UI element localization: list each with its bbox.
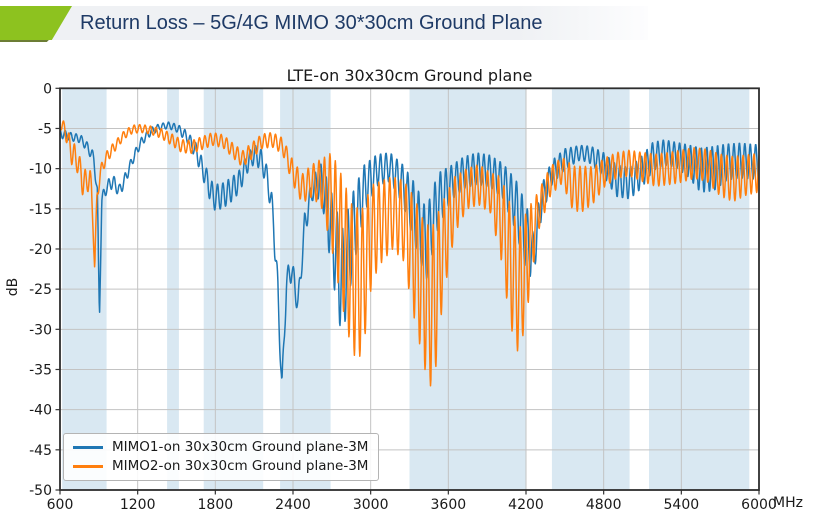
x-tick-label: 4800	[586, 497, 622, 513]
legend-label-mimo1: MIMO1-on 30x30cm Ground plane-3M	[112, 439, 369, 455]
y-tick-label: -5	[38, 121, 52, 137]
chart-title: LTE-on 30x30cm Ground plane	[286, 66, 533, 85]
x-tick-label: 4200	[508, 497, 544, 513]
series-line-mimo2	[60, 120, 759, 387]
x-tick-label: 600	[47, 497, 74, 513]
legend-item-mimo1: MIMO1-on 30x30cm Ground plane-3M	[73, 439, 368, 455]
y-tick-label: -45	[29, 443, 52, 459]
y-tick-label: -10	[29, 162, 52, 178]
header-bar	[0, 6, 648, 40]
legend-label-mimo2: MIMO2-on 30x30cm Ground plane-3M	[112, 458, 369, 474]
x-tick-label: 1200	[120, 497, 156, 513]
x-tick-label: 5400	[664, 497, 700, 513]
y-tick-label: 0	[43, 81, 52, 97]
x-tick-label: 3000	[353, 497, 389, 513]
y-tick-label: -40	[29, 403, 52, 419]
page-title: Return Loss – 5G/4G MIMO 30*30cm Ground …	[80, 12, 543, 34]
x-tick-label: 1800	[198, 497, 234, 513]
y-tick-label: -20	[29, 242, 52, 258]
series-line-mimo1	[60, 121, 759, 379]
series-group	[60, 120, 759, 387]
y-axis-label: dB	[5, 277, 21, 297]
y-tick-label: -35	[29, 362, 52, 378]
y-tick-label: -50	[29, 483, 52, 499]
legend-swatch-mimo2	[73, 464, 103, 468]
x-tick-label: 6000	[741, 497, 777, 513]
y-tick-label: -15	[29, 202, 52, 218]
y-tick-label: -25	[29, 282, 52, 298]
legend-swatch-mimo1	[73, 445, 103, 449]
x-tick-label: 2400	[275, 497, 311, 513]
legend-item-mimo2: MIMO2-on 30x30cm Ground plane-3M	[73, 458, 368, 474]
legend: MIMO1-on 30x30cm Ground plane-3M MIMO2-o…	[63, 433, 380, 481]
plot-frame	[59, 87, 760, 491]
x-tick-label: 3600	[431, 497, 467, 513]
y-tick-label: -30	[29, 322, 52, 338]
x-axis-unit-label: MHz	[773, 495, 803, 511]
